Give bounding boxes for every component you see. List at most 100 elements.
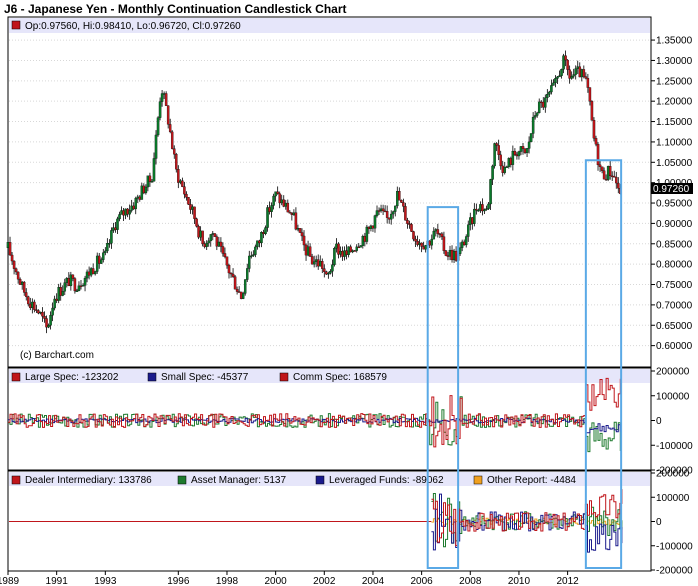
candle-body: [333, 248, 336, 265]
candle-body: [49, 315, 52, 326]
candle-body: [365, 226, 369, 242]
price-y-tick-label: 0.65000: [656, 321, 693, 332]
cot-y-tick-label: 100000: [656, 493, 690, 504]
candle-body: [150, 181, 154, 183]
candle-body: [197, 226, 200, 238]
candle-body: [177, 169, 180, 183]
candle-body: [22, 281, 26, 293]
candle-body: [231, 273, 235, 277]
legend-label: Comm Spec: 168579: [293, 372, 387, 383]
cot-y-tick-label: -200000: [656, 566, 693, 577]
candle-body: [213, 233, 217, 237]
candle-body: [189, 204, 192, 210]
candle-body: [337, 243, 340, 255]
cot2-legend: Dealer Intermediary: 133786 Asset Manager…: [11, 475, 576, 486]
candle-body: [416, 240, 419, 245]
candle-body: [383, 210, 387, 213]
candle-body: [272, 195, 275, 206]
candle-body: [45, 318, 48, 328]
candle-body: [215, 236, 219, 247]
cot-y-tick-label: 0: [656, 517, 662, 528]
candle-body: [570, 76, 573, 79]
candle-body: [51, 307, 54, 316]
candle-body: [580, 69, 584, 78]
candle-body: [41, 311, 44, 317]
candle-body: [122, 210, 125, 216]
candle-body: [193, 206, 196, 219]
candle-body: [560, 69, 563, 76]
candle-body: [227, 265, 231, 274]
candle-body: [331, 264, 334, 272]
candle-body: [424, 245, 427, 250]
candle-body: [479, 204, 482, 211]
candle-body: [602, 170, 606, 180]
candle-body: [156, 117, 160, 136]
candle-body: [515, 154, 519, 157]
candle-body: [367, 226, 371, 229]
candle-body: [77, 285, 81, 291]
series-line: [431, 493, 623, 553]
candle-body: [351, 250, 354, 253]
candle-body: [327, 273, 330, 275]
candle-body: [582, 69, 586, 77]
candle-body: [57, 287, 60, 301]
candle-body: [136, 196, 140, 199]
candle-body: [290, 213, 294, 215]
x-tick-label: 2004: [362, 576, 385, 586]
cot1-legend: Large Spec: -123202 Small Spec: -45377 Com…: [11, 372, 387, 383]
candle-body: [387, 217, 391, 220]
candle-body: [199, 230, 202, 238]
price-y-tick-label: 0.85000: [656, 239, 693, 250]
candle-body: [312, 261, 316, 265]
price-panel: [7, 16, 652, 368]
candle-body: [314, 259, 318, 262]
x-tick-label: 1998: [216, 576, 239, 586]
candle-body: [499, 154, 502, 167]
candle-body: [525, 148, 529, 153]
price-y-tick-label: 1.10000: [656, 137, 693, 148]
candle-body: [266, 207, 269, 228]
candle-body: [260, 232, 263, 244]
candle-body: [586, 77, 590, 88]
candle-body: [209, 234, 213, 242]
candle-body: [473, 208, 476, 224]
candle-body: [493, 143, 496, 167]
chart-title: J6 - Japanese Yen - Monthly Continuation…: [4, 2, 347, 16]
candle-body: [296, 228, 300, 230]
candle-body: [355, 246, 358, 251]
candle-body: [35, 309, 38, 311]
candle-body: [517, 151, 521, 157]
candle-body: [467, 224, 470, 237]
candle-body: [6, 242, 10, 249]
candle-body: [203, 243, 206, 247]
candle-body: [239, 291, 243, 299]
candle-body: [235, 289, 239, 292]
candle-body: [276, 191, 279, 194]
candle-body: [381, 208, 385, 212]
candle-body: [353, 250, 356, 252]
candle-body: [371, 225, 375, 229]
x-tick-label: 1996: [167, 576, 190, 586]
candle-body: [615, 176, 618, 184]
candle-body: [166, 105, 170, 125]
candle-body: [300, 232, 304, 237]
candle-body: [335, 243, 338, 249]
candle-body: [521, 146, 525, 149]
candle-body: [406, 220, 409, 224]
candle-body: [24, 292, 28, 297]
candle-body: [452, 250, 456, 261]
candle-body: [187, 197, 190, 205]
candle-body: [464, 236, 468, 246]
candle-body: [546, 94, 549, 98]
candle-body: [126, 208, 129, 215]
candle-body: [14, 268, 18, 273]
candle-body: [83, 277, 87, 286]
candle-body: [558, 75, 561, 78]
candle-body: [97, 255, 101, 264]
candle-body: [250, 255, 253, 257]
candle-body: [243, 279, 247, 294]
candle-body: [357, 246, 361, 249]
price-y-tick-label: 1.25000: [656, 76, 693, 87]
x-tick-label: 2010: [508, 576, 531, 586]
candle-body: [286, 202, 290, 213]
